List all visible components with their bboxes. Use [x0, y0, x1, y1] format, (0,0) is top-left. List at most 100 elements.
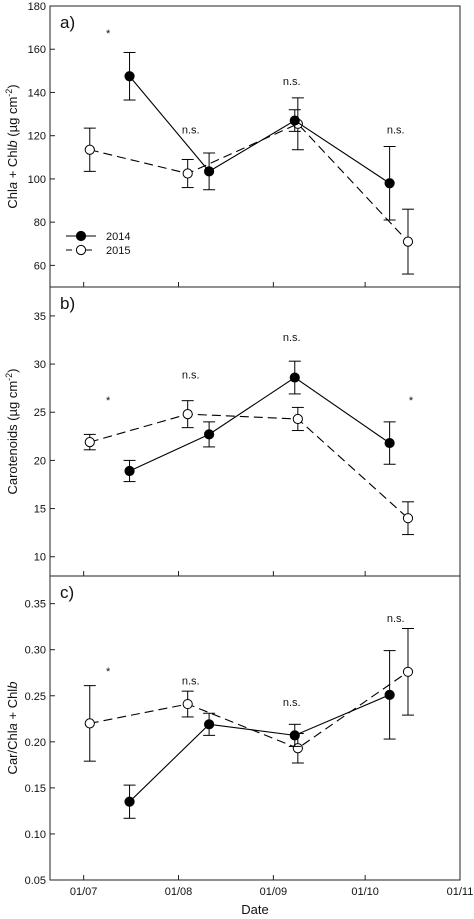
y-tick-label: 0.35 [25, 599, 46, 611]
data-point-2015 [182, 168, 193, 179]
y-axis-title-part: a [5, 182, 20, 189]
y-axis-title: Carotenoids (µg cm-2) [4, 368, 20, 494]
y-axis-title-part: Chl [5, 189, 20, 209]
x-tick-label: 01/09 [260, 886, 288, 898]
data-point-2015 [402, 513, 414, 524]
series-line-2014 [129, 694, 390, 803]
legend-marker-2014 [75, 230, 87, 242]
data-point-2015 [84, 436, 95, 448]
data-point-2015 [182, 698, 193, 710]
significance-label: * [106, 28, 111, 40]
legend-label-2015: 2015 [106, 245, 130, 257]
y-tick-label: 30 [34, 359, 46, 371]
data-point-2015 [84, 144, 95, 155]
y-tick-label: 25 [34, 407, 46, 419]
data-point-2014 [384, 178, 395, 189]
y-tick-label: 160 [28, 44, 46, 56]
y-tick-label: 100 [28, 174, 46, 186]
x-tick-label: 01/08 [165, 886, 193, 898]
y-axis-title: Chla + Chlb (µg cm-2) [4, 84, 20, 208]
y-tick-label: 120 [28, 131, 46, 143]
series-line-2014 [129, 75, 390, 184]
y-axis-title: Car/Chla + Chlb [5, 682, 20, 775]
series-2014 [123, 650, 396, 819]
data-point-2014 [289, 730, 300, 741]
panel-label: a) [60, 13, 75, 32]
data-point-2014 [124, 71, 135, 82]
y-tick-label: 15 [34, 504, 46, 516]
x-tick-label: 01/10 [351, 886, 379, 898]
data-point-2014 [124, 796, 135, 807]
series-2015 [83, 400, 414, 536]
y-axis-title-part: ) [5, 368, 20, 372]
series-2015 [83, 97, 414, 275]
data-point-2015 [84, 718, 95, 729]
plot-frame [49, 286, 461, 577]
panel-2: 10 15 20 25 30 35 b) Carotenoids (µg cm-2) * n.s.… [4, 286, 461, 577]
y-axis-title-part: ) [5, 84, 20, 88]
y-axis-title-part: -2 [4, 89, 14, 97]
data-point-2015 [402, 236, 414, 247]
x-tick-label: 01/11 [447, 886, 474, 898]
series-line-2015 [89, 413, 409, 519]
legend-label-2014: 2014 [106, 231, 130, 243]
significance-label: n.s. [387, 125, 405, 137]
data-point-2015 [182, 409, 193, 420]
significance-label: * [106, 395, 111, 407]
significance-label: * [106, 666, 111, 678]
y-tick-label: 20 [34, 455, 46, 467]
series-line-2014 [129, 376, 390, 472]
y-tick-label: 60 [34, 260, 46, 272]
y-tick-label: 0.10 [25, 829, 46, 841]
significance-label: n.s. [182, 370, 200, 382]
data-point-2014 [204, 166, 215, 177]
y-axis-title-part: + Chl [5, 689, 20, 723]
y-axis-title-part: -2 [4, 373, 14, 381]
significance-label: n.s. [283, 332, 301, 344]
y-axis-title-part: b [5, 682, 20, 689]
plot-frame [49, 575, 461, 881]
data-point-2014 [124, 465, 135, 477]
y-tick-label: 80 [34, 217, 46, 229]
y-tick-label: 0.20 [25, 737, 46, 749]
data-point-2015 [292, 413, 303, 425]
data-point-2014 [289, 372, 300, 383]
panel-label: b) [60, 294, 75, 313]
series-2015 [83, 628, 414, 764]
data-point-2015 [402, 666, 414, 677]
significance-label: n.s. [283, 76, 301, 88]
x-tick-label: 01/07 [70, 886, 98, 898]
y-tick-label: 180 [28, 1, 46, 13]
legend-marker-2015 [75, 244, 87, 256]
y-axis-title-part: + Chl [5, 147, 20, 181]
significance-label: * [409, 395, 414, 407]
y-axis-title-part: Car/Chl [5, 730, 20, 774]
legend: 2014 2015 [66, 230, 130, 257]
panel-label: c) [60, 583, 74, 602]
y-tick-label: 35 [34, 311, 46, 323]
series-2014 [123, 51, 396, 221]
y-tick-label: 0.30 [25, 645, 46, 657]
data-point-2014 [384, 689, 395, 700]
y-axis-title-part: Carotenoids (µg cm [5, 381, 20, 495]
significance-label: n.s. [283, 697, 301, 709]
series-line-2015 [89, 671, 409, 749]
data-point-2014 [289, 115, 300, 126]
x-axis-title: Date [241, 902, 268, 917]
y-tick-label: 10 [34, 552, 46, 564]
significance-label: n.s. [182, 676, 200, 688]
data-point-2014 [384, 437, 395, 449]
panel-3: 0.05 0.10 0.15 0.20 0.25 0.30 0.35 c) Car/Chla +… [5, 575, 461, 887]
y-tick-label: 0.25 [25, 691, 46, 703]
significance-label: n.s. [387, 613, 405, 625]
significance-label: n.s. [182, 125, 200, 137]
y-tick-label: 0.05 [25, 875, 46, 887]
y-axis-title-part: a [5, 723, 20, 730]
data-point-2014 [204, 719, 215, 730]
data-point-2014 [204, 429, 215, 440]
y-axis-title-part: (µg cm [5, 97, 20, 141]
series-2014 [123, 360, 396, 483]
y-axis-title-part: b [5, 140, 20, 147]
